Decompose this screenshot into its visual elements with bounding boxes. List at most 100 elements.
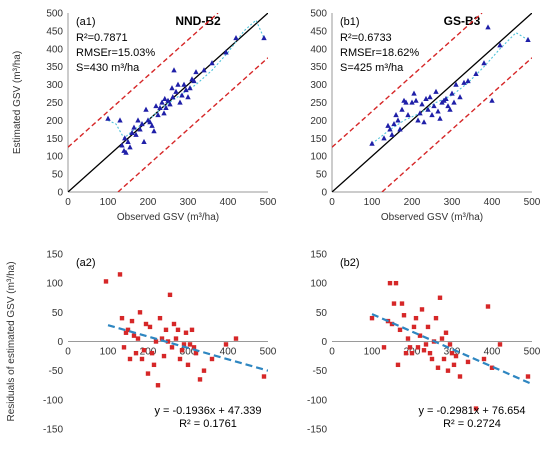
trend-equation: y = -0.1936x + 47.339 bbox=[154, 405, 261, 417]
data-point bbox=[175, 327, 181, 333]
x-tick-label: 100 bbox=[364, 197, 381, 208]
data-point bbox=[183, 86, 189, 93]
data-point bbox=[461, 79, 467, 85]
x-tick-label: 100 bbox=[100, 197, 117, 208]
data-point bbox=[261, 374, 267, 379]
y-tick-label: 0 bbox=[57, 337, 63, 348]
data-point bbox=[145, 371, 151, 376]
plot-area bbox=[103, 272, 268, 388]
data-point bbox=[117, 272, 123, 277]
data-point bbox=[399, 106, 405, 112]
data-point bbox=[437, 115, 443, 121]
data-point bbox=[119, 142, 125, 148]
y-tick-label: 450 bbox=[46, 26, 63, 37]
data-point bbox=[123, 149, 129, 155]
data-point bbox=[161, 110, 167, 116]
y-tick-label: 200 bbox=[310, 116, 327, 127]
y-tick-label: 450 bbox=[310, 26, 327, 37]
y-tick-label: 0 bbox=[57, 188, 63, 199]
y-tick-label: 150 bbox=[310, 250, 327, 261]
y-tick-label: 100 bbox=[46, 279, 63, 290]
y-tick-label: 50 bbox=[316, 308, 328, 319]
data-point bbox=[445, 103, 451, 109]
data-point bbox=[179, 348, 185, 353]
data-point bbox=[153, 339, 159, 344]
data-point bbox=[122, 135, 128, 141]
data-point bbox=[423, 342, 429, 347]
data-point bbox=[439, 336, 445, 341]
data-point bbox=[137, 126, 143, 132]
y-tick-label: 100 bbox=[310, 152, 327, 163]
data-point bbox=[223, 342, 229, 347]
data-point bbox=[431, 103, 437, 109]
data-point bbox=[193, 69, 199, 75]
data-point bbox=[161, 353, 167, 359]
data-point bbox=[429, 112, 435, 118]
trend-line bbox=[371, 313, 532, 386]
data-point bbox=[481, 60, 487, 66]
data-point bbox=[167, 292, 173, 298]
panel-title: NND-B2 bbox=[175, 14, 221, 28]
stat-annotation: S=425 m³/ha bbox=[340, 62, 404, 74]
data-point bbox=[433, 88, 439, 94]
y-tick-label: -150 bbox=[43, 425, 63, 436]
y-tick-label: 500 bbox=[46, 9, 63, 20]
y-tick-label: 250 bbox=[46, 98, 63, 109]
data-point bbox=[451, 362, 457, 368]
data-point bbox=[135, 336, 141, 341]
data-point bbox=[381, 345, 387, 350]
data-point bbox=[407, 345, 413, 350]
y-tick-label: 150 bbox=[46, 134, 63, 145]
data-point bbox=[437, 295, 443, 300]
data-point bbox=[425, 106, 431, 112]
stat-annotation: R²=0.7871 bbox=[76, 32, 128, 44]
data-point bbox=[381, 135, 387, 141]
data-point bbox=[489, 97, 495, 103]
data-point bbox=[197, 377, 203, 382]
data-point bbox=[157, 104, 163, 110]
y-tick-label: 300 bbox=[46, 80, 63, 91]
data-point bbox=[435, 365, 441, 370]
data-point bbox=[397, 126, 403, 132]
data-point bbox=[165, 339, 171, 344]
data-point bbox=[453, 353, 459, 359]
data-point bbox=[191, 78, 197, 84]
data-point bbox=[105, 115, 111, 121]
x-tick-label: 200 bbox=[140, 197, 157, 208]
data-point bbox=[233, 336, 239, 341]
data-point bbox=[127, 356, 133, 362]
data-point bbox=[173, 88, 179, 94]
data-point bbox=[147, 324, 153, 330]
data-point bbox=[131, 124, 137, 130]
data-point bbox=[163, 104, 169, 110]
trend-line bbox=[107, 324, 268, 372]
data-point bbox=[201, 67, 207, 73]
y-tick-label: -50 bbox=[313, 366, 328, 377]
x-tick-label: 400 bbox=[484, 197, 501, 208]
data-point bbox=[485, 304, 491, 309]
data-point bbox=[143, 321, 149, 327]
data-point bbox=[155, 383, 161, 388]
data-point bbox=[389, 131, 395, 137]
data-point bbox=[397, 327, 403, 333]
data-point bbox=[465, 359, 471, 365]
y-axis-label: Estimated GSV (m³/ha) bbox=[12, 51, 23, 154]
data-point bbox=[399, 301, 405, 306]
data-point bbox=[193, 350, 199, 356]
data-point bbox=[447, 106, 453, 112]
x-tick-label: 500 bbox=[524, 347, 541, 358]
data-point bbox=[385, 122, 391, 128]
identity-line bbox=[332, 13, 532, 192]
x-tick-label: 200 bbox=[140, 347, 157, 358]
data-point bbox=[261, 35, 267, 41]
data-point bbox=[175, 81, 181, 87]
data-point bbox=[125, 327, 131, 333]
data-point bbox=[525, 36, 531, 42]
y-tick-label: -100 bbox=[307, 395, 327, 406]
data-point bbox=[497, 342, 503, 347]
data-point bbox=[473, 70, 479, 76]
x-tick-label: 400 bbox=[220, 347, 237, 358]
x-tick-label: 400 bbox=[220, 197, 237, 208]
